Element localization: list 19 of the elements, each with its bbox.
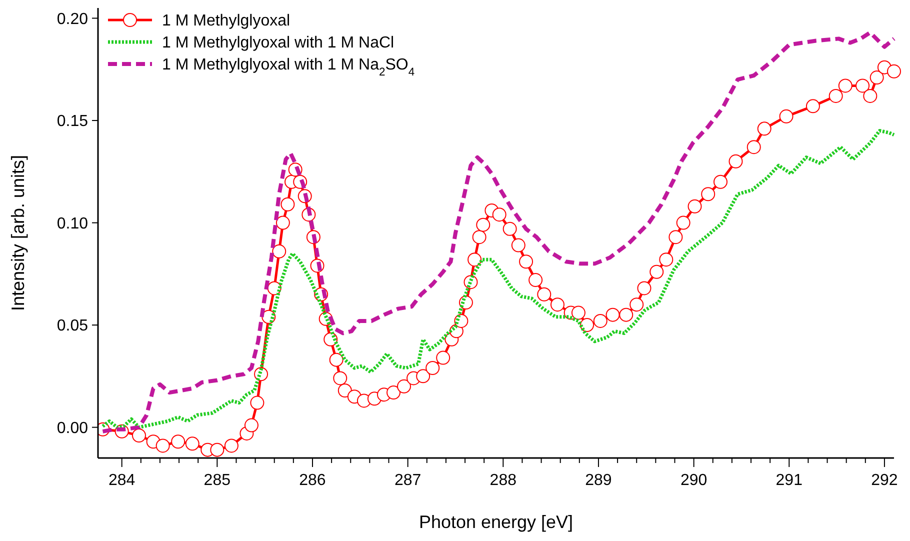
x-tick-label: 292 — [871, 472, 898, 489]
x-tick-label: 290 — [680, 472, 708, 489]
legend-label: 1 M Methylglyoxal — [162, 12, 290, 30]
y-tick-label: 0.20 — [56, 10, 88, 28]
x-axis-title: Photon energy [eV] — [418, 512, 574, 532]
x-tick-label: 284 — [108, 472, 136, 489]
legend-label: 1 M Methylglyoxal with 1 M NaCl — [162, 34, 394, 52]
x-tick-label: 286 — [299, 472, 326, 489]
y-tick-label: 0.15 — [56, 113, 88, 130]
x-tick-label: 287 — [394, 472, 422, 489]
legend-label: 1 M Methylglyoxal with 1 M Na$_{2}$SO$_{4}$ — [162, 56, 415, 79]
x-tick-label: 285 — [204, 472, 231, 489]
x-tick-label: 291 — [776, 472, 803, 489]
y-tick-label: 0.05 — [56, 318, 88, 335]
y-tick-label: 0.00 — [56, 420, 88, 437]
x-tick-label: 289 — [585, 472, 612, 489]
x-tick-label: 288 — [490, 472, 517, 489]
y-axis-title: Intensity [arb. units] — [8, 154, 28, 312]
y-tick-label: 0.10 — [56, 215, 88, 232]
